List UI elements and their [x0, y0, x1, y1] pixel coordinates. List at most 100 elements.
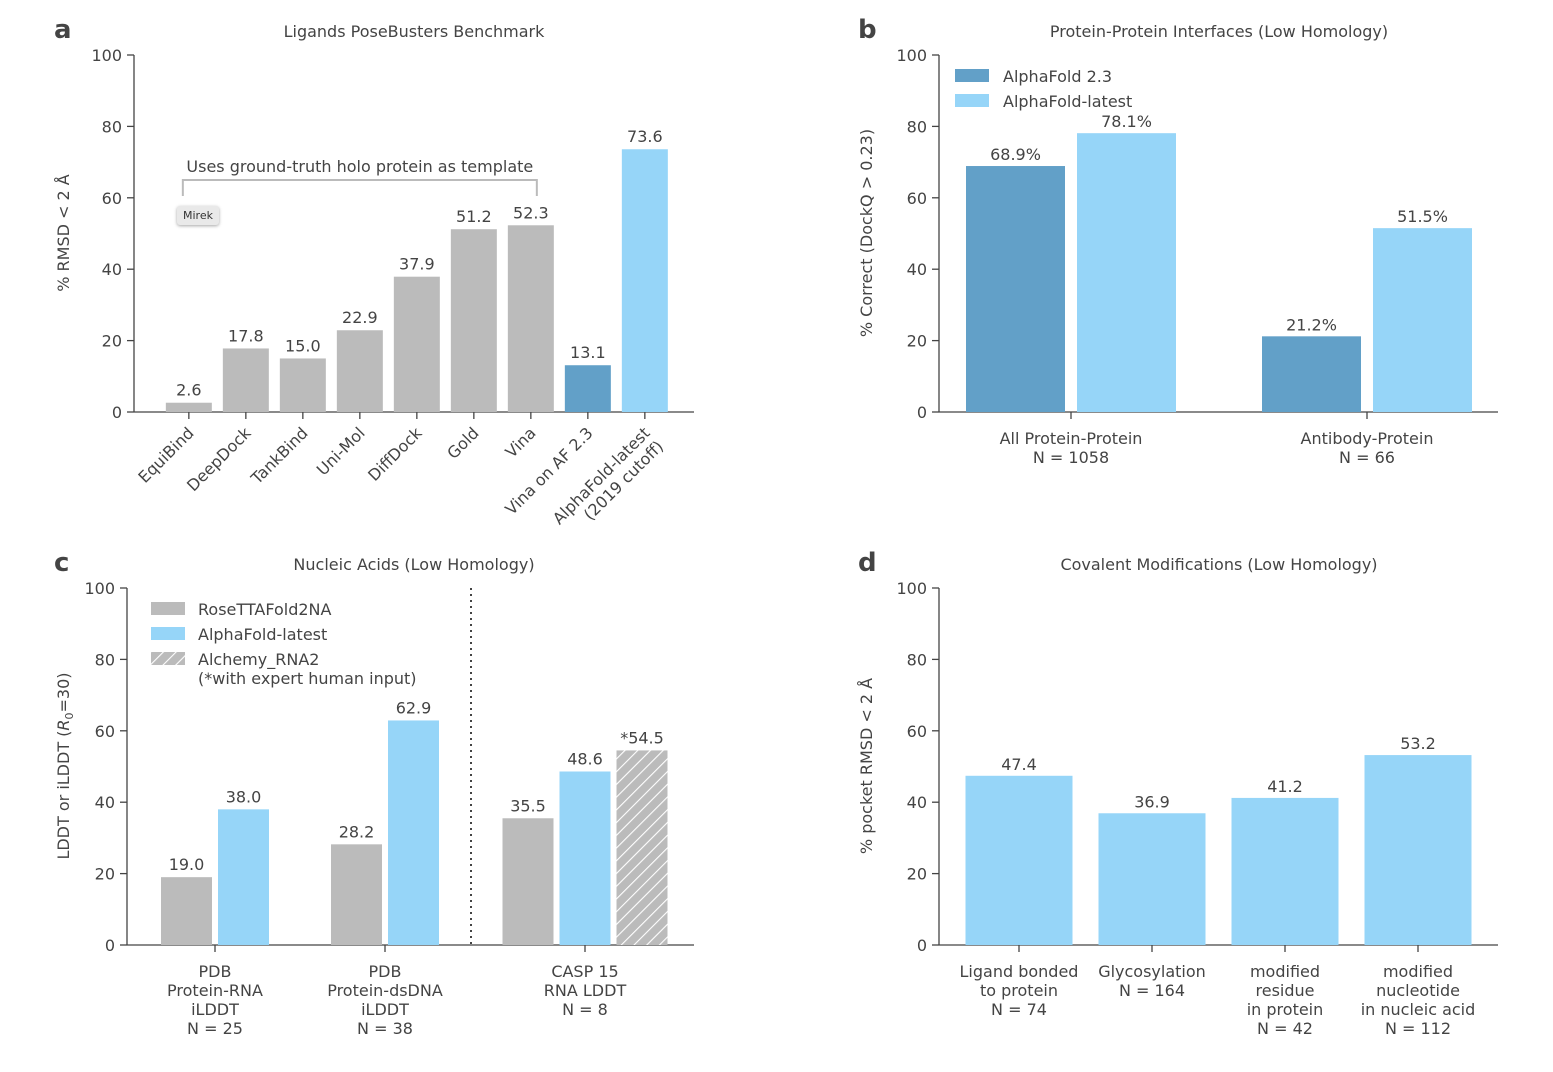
bar	[621, 149, 668, 413]
bar	[450, 229, 497, 412]
y-axis-label: % Correct (DockQ > 0.23)	[857, 129, 876, 337]
chart-title: Covalent Modifications (Low Homology)	[1060, 555, 1377, 574]
bar	[1262, 336, 1361, 412]
y-tick-label: 20	[95, 865, 115, 884]
legend-swatch	[151, 602, 185, 615]
data-label: 36.9	[1134, 792, 1170, 811]
x-tick-label: Antibody-Protein N = 66	[1301, 429, 1434, 467]
bar	[1231, 797, 1339, 945]
chart-title: Nucleic Acids (Low Homology)	[293, 555, 534, 574]
legend-swatch	[151, 652, 185, 665]
panel-letter: d	[858, 548, 877, 578]
y-tick-label: 40	[102, 260, 122, 279]
data-label: 53.2	[1400, 734, 1436, 753]
data-label: 22.9	[342, 308, 378, 327]
data-label: 68.9%	[990, 145, 1041, 164]
annotation-bracket	[181, 179, 538, 196]
bar	[222, 348, 269, 412]
legend-label: Alchemy_RNA2 (*with expert human input)	[198, 650, 417, 688]
x-tick-label: Ligand bonded to protein N = 74	[960, 962, 1079, 1019]
y-axis-label: % RMSD < 2 Å	[54, 174, 73, 292]
bar	[1098, 813, 1206, 945]
y-axis-label: % pocket RMSD < 2 Å	[857, 678, 876, 854]
y-tick-label: 20	[907, 332, 927, 351]
y-tick-label: 80	[907, 650, 927, 669]
data-label: 19.0	[169, 855, 205, 874]
y-tick-label: 20	[907, 865, 927, 884]
y-tick-label: 40	[907, 793, 927, 812]
x-tick-label: Gold	[443, 423, 482, 462]
data-label: 47.4	[1001, 755, 1037, 774]
data-label: 17.8	[228, 326, 264, 345]
y-tick-label: 100	[84, 579, 115, 598]
y-tick-label: 60	[907, 189, 927, 208]
x-tick-label: PDB Protein-dsDNA iLDDT N = 38	[327, 962, 443, 1038]
data-label: 15.0	[285, 336, 321, 355]
data-label: 52.3	[513, 203, 549, 222]
legend-swatch	[955, 69, 989, 82]
x-tick-label: PDB Protein-RNA iLDDT N = 25	[167, 962, 263, 1038]
data-label: 73.6	[627, 127, 663, 146]
y-tick-label: 60	[907, 722, 927, 741]
y-tick-label: 80	[95, 650, 115, 669]
annotation-text: Uses ground-truth holo protein as templa…	[186, 157, 533, 176]
y-tick-label: 100	[896, 46, 927, 65]
bar	[564, 365, 611, 412]
data-label: 37.9	[399, 255, 435, 274]
bar	[279, 358, 326, 412]
panel-a: a Ligands PoseBusters Benchmark 0 20 40 60 80 1…	[54, 15, 694, 528]
x-tick-label: Glycosylation N = 164	[1098, 962, 1206, 1000]
bar	[336, 330, 383, 412]
chart-title: Ligands PoseBusters Benchmark	[284, 22, 546, 41]
data-label: 51.5%	[1397, 207, 1448, 226]
bar	[393, 276, 440, 412]
data-label: 28.2	[339, 822, 375, 841]
bar	[502, 818, 554, 945]
bar	[616, 750, 668, 945]
data-label: 35.5	[510, 796, 546, 815]
y-tick-label: 0	[105, 936, 115, 955]
bar	[218, 809, 269, 945]
data-label: 2.6	[176, 381, 201, 400]
bar	[507, 225, 554, 412]
y-tick-label: 100	[896, 579, 927, 598]
chart-title: Protein-Protein Interfaces (Low Homology…	[1050, 22, 1388, 41]
x-tick-label: DiffDock	[364, 423, 426, 485]
x-tick-label: Vina	[502, 423, 540, 461]
bar	[1077, 133, 1176, 413]
bar	[331, 844, 382, 945]
y-tick-label: 60	[102, 189, 122, 208]
panel-letter: c	[54, 548, 69, 578]
data-label: 21.2%	[1286, 315, 1337, 334]
panel-letter: b	[858, 15, 877, 45]
bar	[388, 720, 439, 945]
data-label: 51.2	[456, 207, 492, 226]
panel-d: d Covalent Modifications (Low Homology) 0 2…	[857, 548, 1498, 1038]
legend-label: AlphaFold-latest	[198, 625, 327, 644]
legend-swatch	[955, 94, 989, 107]
y-tick-label: 80	[907, 117, 927, 136]
y-tick-label: 60	[95, 722, 115, 741]
y-tick-label: 0	[917, 403, 927, 422]
legend-label: AlphaFold-latest	[1003, 92, 1132, 111]
data-label: 38.0	[226, 787, 262, 806]
x-tick-label: TankBind	[247, 423, 312, 488]
bar	[161, 877, 212, 945]
bar	[965, 775, 1073, 945]
y-tick-label: 100	[91, 46, 122, 65]
data-label: 78.1%	[1101, 112, 1152, 131]
panel-b: b Protein-Protein Interfaces (Low Homolog…	[857, 15, 1498, 467]
bar	[966, 166, 1065, 412]
bar	[559, 771, 611, 945]
data-label: *54.5	[620, 728, 664, 747]
y-tick-label: 40	[907, 260, 927, 279]
legend-swatch	[151, 627, 185, 640]
data-label: 62.9	[396, 698, 432, 717]
legend-label: AlphaFold 2.3	[1003, 67, 1112, 86]
bar	[1364, 755, 1472, 945]
panel-c: c Nucleic Acids (Low Homology) 0 20 40 60 80 10…	[54, 548, 694, 1038]
y-tick-label: 40	[95, 793, 115, 812]
bar	[1373, 228, 1472, 412]
x-tick-label: modified nucleotide in nucleic acid N = 112	[1361, 962, 1476, 1038]
